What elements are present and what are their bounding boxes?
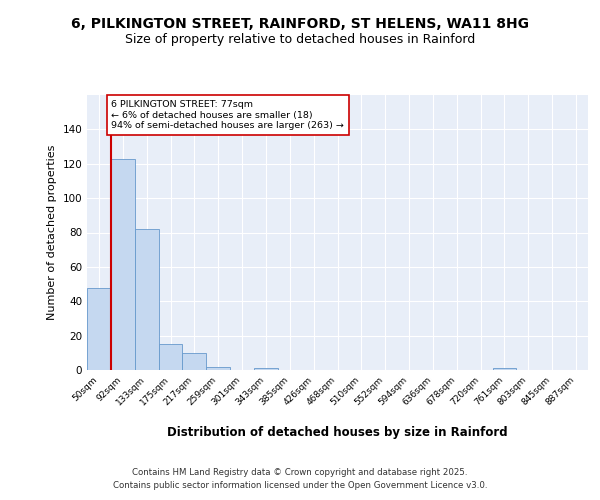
- Text: Contains HM Land Registry data © Crown copyright and database right 2025.: Contains HM Land Registry data © Crown c…: [132, 468, 468, 477]
- Text: 6 PILKINGTON STREET: 77sqm
← 6% of detached houses are smaller (18)
94% of semi-: 6 PILKINGTON STREET: 77sqm ← 6% of detac…: [112, 100, 344, 130]
- Y-axis label: Number of detached properties: Number of detached properties: [47, 145, 57, 320]
- Bar: [87, 288, 111, 370]
- Bar: [206, 366, 230, 370]
- Bar: [493, 368, 517, 370]
- Bar: [111, 158, 135, 370]
- Bar: [254, 368, 278, 370]
- Bar: [158, 344, 182, 370]
- Text: 6, PILKINGTON STREET, RAINFORD, ST HELENS, WA11 8HG: 6, PILKINGTON STREET, RAINFORD, ST HELEN…: [71, 18, 529, 32]
- Text: Distribution of detached houses by size in Rainford: Distribution of detached houses by size …: [167, 426, 508, 439]
- Text: Size of property relative to detached houses in Rainford: Size of property relative to detached ho…: [125, 32, 475, 46]
- Bar: [135, 229, 158, 370]
- Text: Contains public sector information licensed under the Open Government Licence v3: Contains public sector information licen…: [113, 482, 487, 490]
- Bar: [182, 353, 206, 370]
